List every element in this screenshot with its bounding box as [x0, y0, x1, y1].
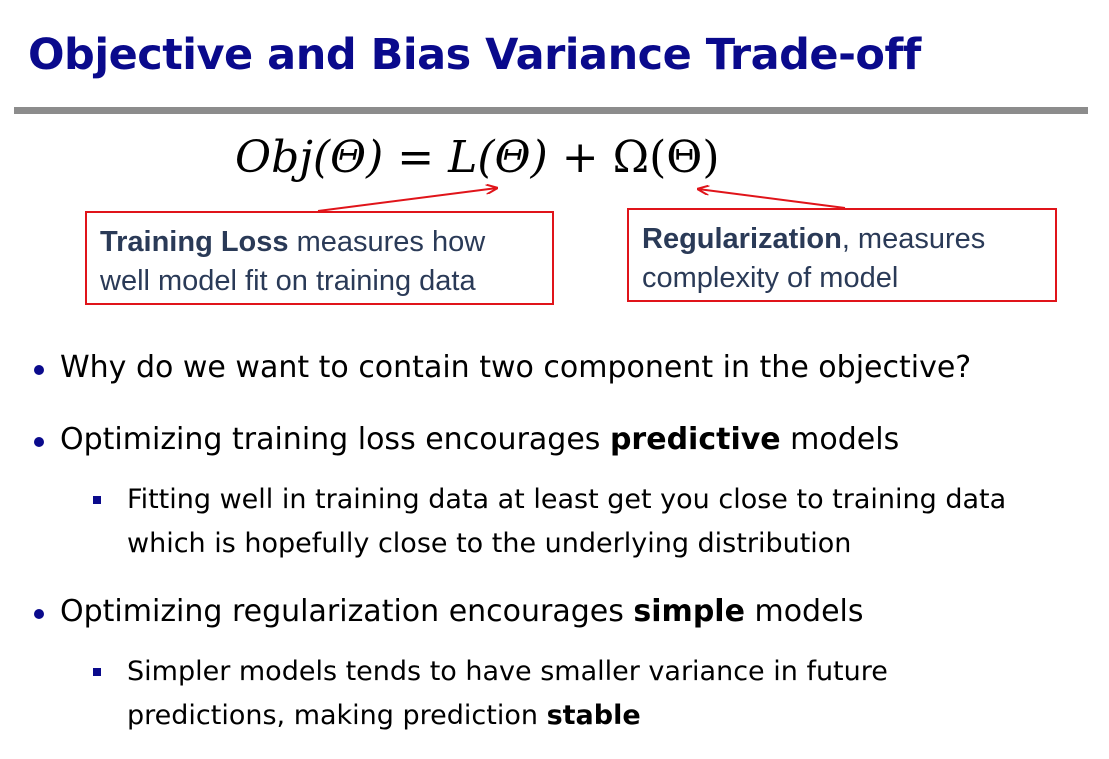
bullet-dot-icon	[34, 365, 44, 375]
sub-bullet-square-icon	[93, 496, 101, 504]
title-divider	[14, 107, 1088, 114]
bullet-dot-icon	[34, 437, 44, 447]
regularization-callout: Regularization, measures complexity of m…	[627, 208, 1057, 302]
bullet-training-loss-post: models	[780, 422, 900, 457]
bullet-dot-icon	[34, 609, 44, 619]
sub-bullet-regularization-bold: stable	[546, 700, 641, 731]
bullet-training-loss: Optimizing training loss encourages pred…	[34, 422, 900, 457]
sub-bullet-training-line2: which is hopefully close to the underlyi…	[127, 528, 852, 559]
bullet-regularization-bold: simple	[633, 594, 745, 629]
callout-reg-rest: , measures	[841, 223, 986, 255]
formula-plus: +	[547, 132, 613, 183]
formula-loss-term: L(Θ)	[448, 132, 548, 183]
callout-loss-rest: measures how	[288, 226, 486, 258]
sub-bullet-training-line1: Fitting well in training data at least g…	[127, 484, 1007, 515]
formula-reg-term: Ω(Θ)	[612, 132, 720, 183]
bullet-training-loss-pre: Optimizing training loss encourages	[60, 422, 610, 457]
sub-bullet-regularization-line2: predictions, making prediction	[127, 700, 547, 731]
reg-arrow	[698, 189, 846, 209]
bullet-question-text: Why do we want to contain two component …	[60, 350, 972, 385]
sub-bullet-square-icon	[93, 668, 101, 676]
objective-formula: Obj(Θ) = L(Θ) + Ω(Θ)	[235, 132, 719, 183]
bullet-regularization-post: models	[744, 594, 864, 629]
sub-bullet-training: Fitting well in training data at least g…	[93, 478, 1007, 566]
formula-lhs: Obj(Θ) =	[235, 132, 449, 183]
bullet-training-loss-bold: predictive	[609, 422, 781, 457]
bullet-question: Why do we want to contain two component …	[34, 350, 972, 385]
sub-bullet-regularization: Simpler models tends to have smaller var…	[93, 650, 888, 738]
callout-reg-bold: Regularization	[642, 223, 842, 255]
bullet-regularization-pre: Optimizing regularization encourages	[60, 594, 634, 629]
training-loss-callout: Training Loss measures how well model fi…	[85, 211, 554, 305]
bullet-regularization: Optimizing regularization encourages sim…	[34, 594, 864, 629]
sub-bullet-regularization-line1: Simpler models tends to have smaller var…	[127, 656, 888, 687]
callout-loss-bold: Training Loss	[100, 226, 289, 258]
loss-arrow	[317, 188, 497, 212]
callout-loss-line2: well model fit on training data	[100, 265, 476, 297]
slide-title: Objective and Bias Variance Trade-off	[28, 30, 921, 80]
callout-reg-line2: complexity of model	[642, 262, 899, 294]
